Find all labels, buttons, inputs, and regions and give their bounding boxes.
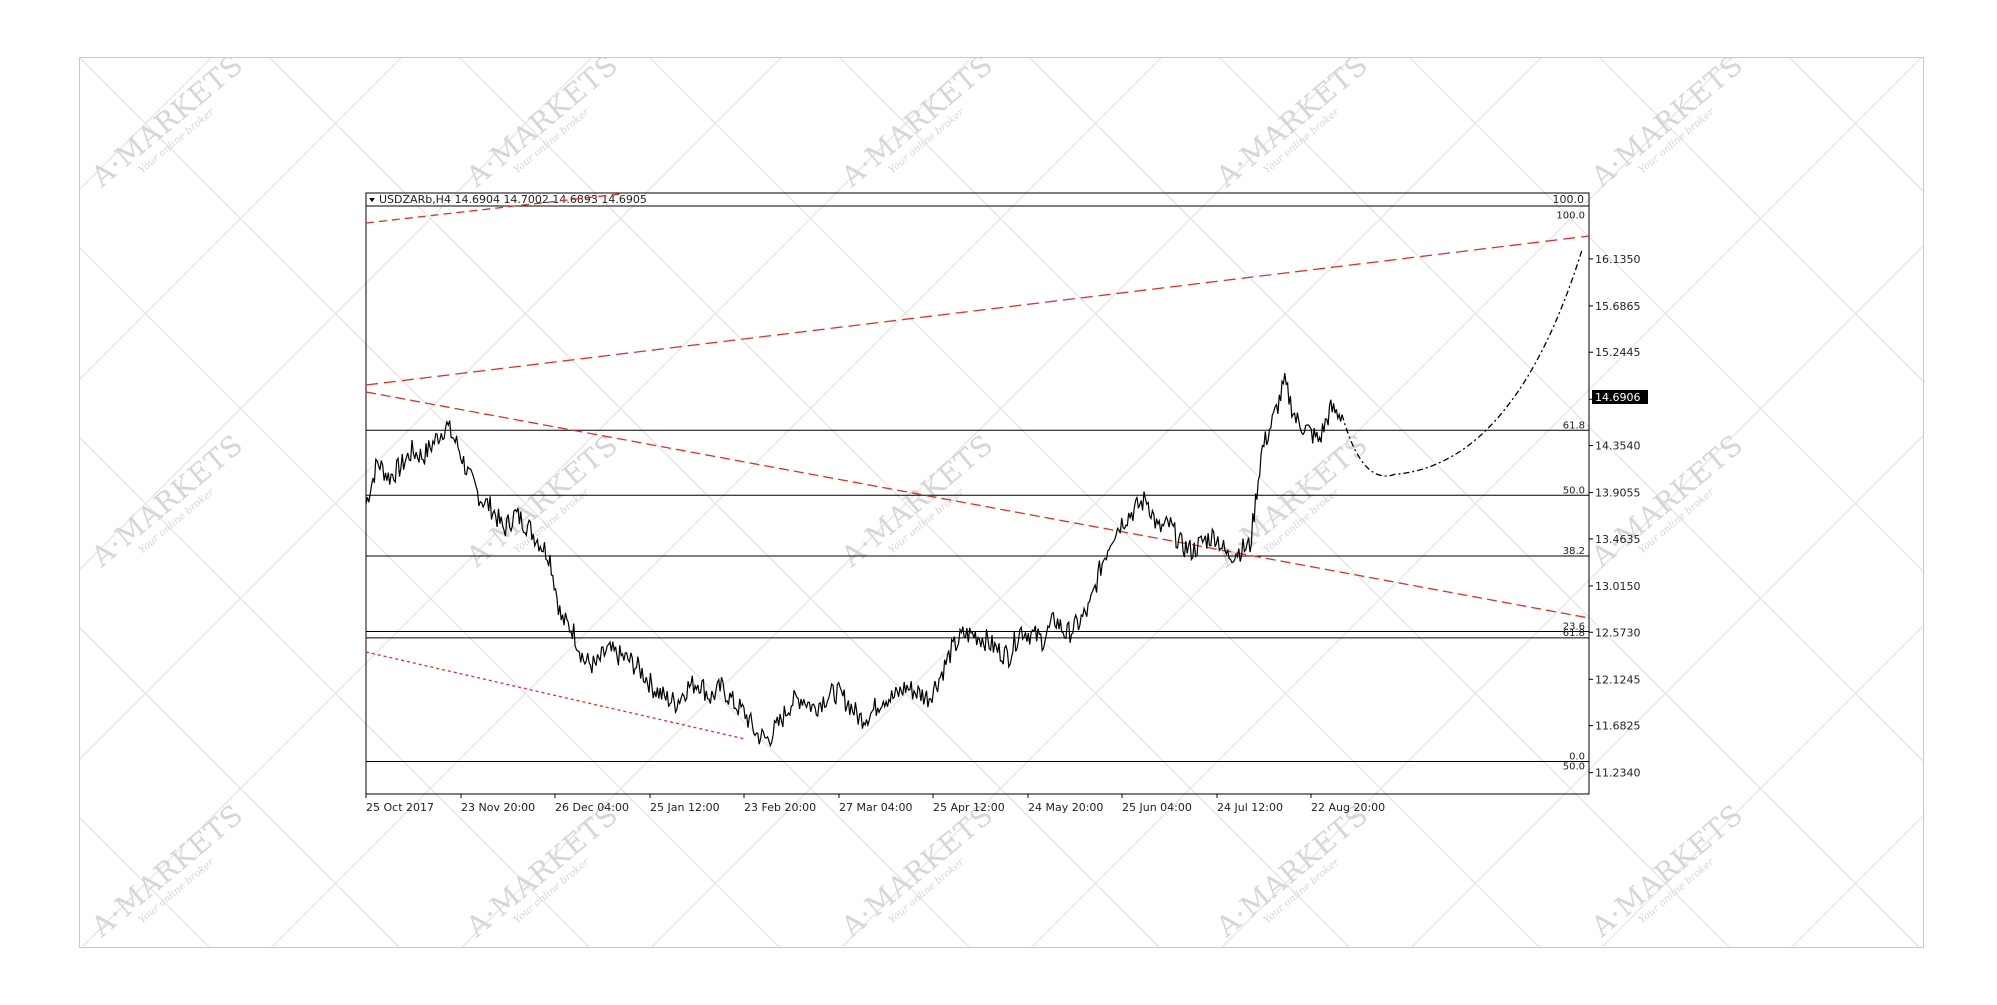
y-tick-label: 12.1245 — [1595, 673, 1641, 686]
symbol-header: USDZARb,H4 14.6904 14.7002 14.6893 14.69… — [379, 193, 647, 206]
fib-level-label: 50.0 — [1563, 485, 1585, 496]
trend-lines — [365, 193, 1590, 740]
watermark-grid-line — [1601, 625, 1923, 947]
y-axis: 16.135015.686515.244514.796014.354013.90… — [1589, 253, 1641, 780]
y-tick-label: 15.6865 — [1595, 300, 1641, 313]
y-tick-label: 11.2340 — [1595, 767, 1641, 780]
y-tick-label: 15.2445 — [1595, 346, 1641, 359]
projection-curve — [1341, 249, 1583, 477]
y-tick-label: 13.0150 — [1595, 580, 1641, 593]
x-tick-label: 23 Nov 20:00 — [461, 801, 535, 814]
watermark-grid-line — [1221, 245, 1923, 947]
y-tick-label: 11.6825 — [1595, 720, 1641, 733]
x-tick-label: 26 Dec 04:00 — [555, 801, 629, 814]
chevron-down-icon[interactable] — [369, 198, 375, 202]
y-tick-label: 13.9055 — [1595, 487, 1641, 500]
price-series — [365, 249, 1583, 748]
watermark-grid-line — [1031, 58, 1922, 947]
fib-level-label: 61.8 — [1563, 628, 1585, 639]
trend-line — [365, 651, 746, 740]
current-price-label: 14.6906 — [1595, 391, 1641, 404]
x-tick-label: 23 Feb 20:00 — [744, 801, 816, 814]
trend-line — [365, 235, 1590, 386]
x-tick-label: 27 Mar 04:00 — [839, 801, 912, 814]
y-tick-label: 12.5730 — [1595, 626, 1641, 639]
fib-level-label: 38.2 — [1563, 546, 1585, 557]
x-axis: 25 Oct 2017 23 Nov 20:00 26 Dec 04:00 25 Ja… — [365, 794, 1385, 814]
watermark-grid-line — [1411, 435, 1923, 947]
fibonacci-levels: 100.061.850.038.223.661.80.050.0 — [366, 211, 1589, 773]
current-price-badge — [1592, 390, 1648, 404]
x-tick-label: 22 Aug 20:00 — [1311, 801, 1385, 814]
y-tick-label: 14.3540 — [1595, 440, 1641, 453]
fib-level-label: 50.0 — [1563, 762, 1585, 773]
x-tick-label: 25 Oct 2017 — [366, 801, 434, 814]
fib-level-label: 23.6 — [1563, 622, 1585, 633]
x-tick-label: 24 May 20:00 — [1028, 801, 1103, 814]
trend-line — [365, 391, 1590, 619]
x-tick-label: 24 Jul 12:00 — [1217, 801, 1283, 814]
watermark-grid-line — [80, 58, 402, 380]
scale-top-label: 100.0 — [1553, 193, 1585, 206]
y-tick-label: 13.4635 — [1595, 533, 1641, 546]
x-tick-label: 25 Apr 12:00 — [933, 801, 1005, 814]
price-line — [365, 373, 1343, 748]
fib-level-label: 100.0 — [1556, 211, 1585, 222]
x-tick-label: 25 Jan 12:00 — [650, 801, 720, 814]
fib-level-label: 61.8 — [1563, 420, 1585, 431]
y-tick-label: 16.1350 — [1595, 253, 1641, 266]
watermark-grid-line — [80, 627, 400, 947]
watermark-grid-line — [1599, 58, 1923, 382]
x-tick-label: 25 Jun 04:00 — [1122, 801, 1192, 814]
trend-line — [365, 193, 621, 224]
fib-level-label: 0.0 — [1569, 752, 1585, 763]
chart-plot-border — [365, 192, 1590, 795]
